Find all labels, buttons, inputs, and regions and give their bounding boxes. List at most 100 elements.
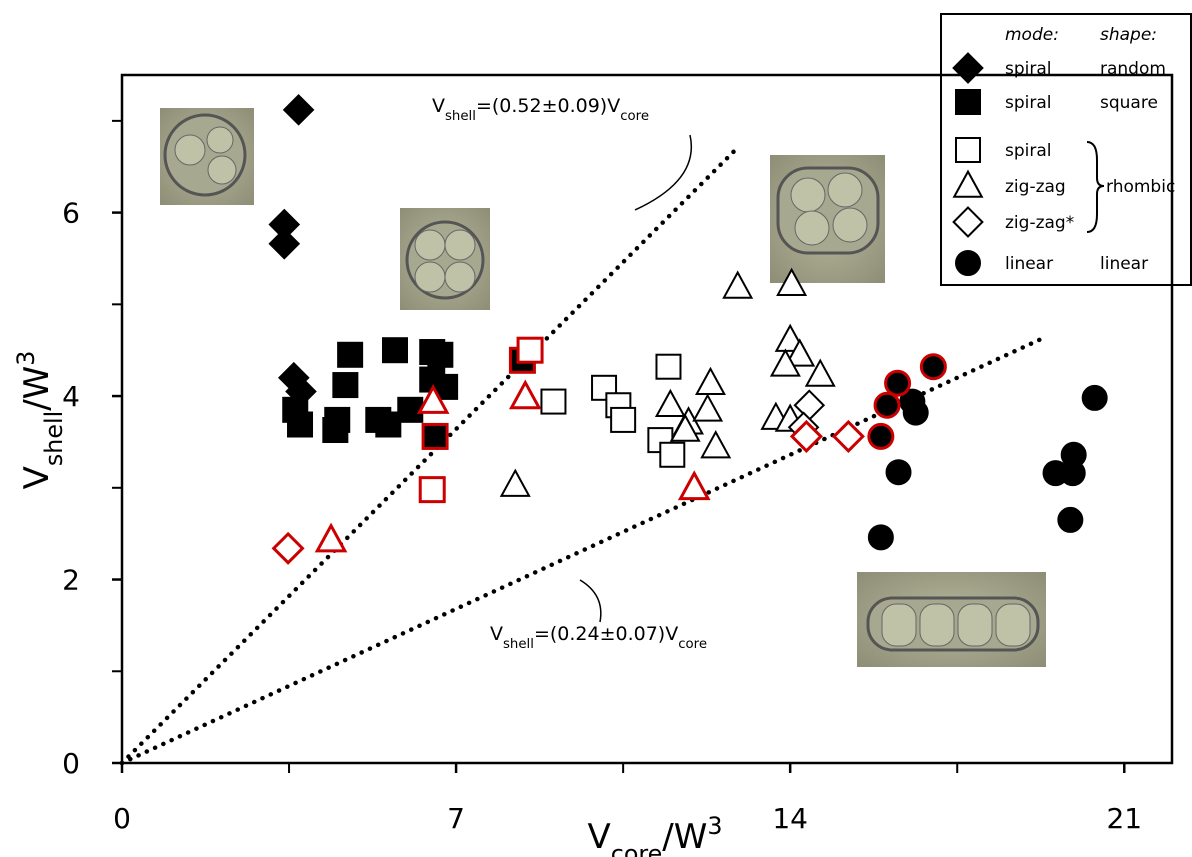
photo-detail [996, 604, 1030, 646]
photo-detail [795, 211, 829, 245]
label-part: 3 [707, 812, 722, 840]
legend-header: shape: [1100, 25, 1157, 45]
data-point [423, 424, 447, 448]
photo-detail [833, 208, 867, 242]
fit-annotation: Vshell=(0.52±0.09)Vcore [432, 95, 649, 124]
legend-marker [956, 251, 980, 275]
photo-detail [445, 230, 475, 260]
legend-mode: linear [1005, 254, 1053, 274]
data-point [288, 413, 312, 437]
photo-detail [415, 230, 445, 260]
legend-mode: spiral [1005, 93, 1052, 113]
y-axis-label: Vshell/W3 [12, 351, 68, 490]
y-tick-label: 0 [62, 747, 80, 780]
x-tick-label: 0 [113, 802, 131, 835]
data-point [1044, 461, 1068, 485]
label-part: core [678, 637, 707, 652]
legend-shape: square [1100, 93, 1158, 113]
data-point [274, 534, 303, 563]
fit-annotation: Vshell=(0.24±0.07)Vcore [490, 623, 707, 652]
photo-detail [920, 604, 954, 646]
photo-detail [208, 156, 236, 184]
label-part: =(0.24±0.07)V [534, 623, 678, 645]
data-point [886, 371, 910, 395]
label-part: shell [40, 411, 68, 466]
data-point [501, 471, 529, 496]
label-part: shell [445, 109, 476, 124]
data-point [518, 338, 542, 362]
photo-detail [175, 135, 205, 165]
data-point [511, 383, 539, 408]
photo-detail [778, 168, 878, 253]
leader-line [635, 135, 691, 210]
data-point [428, 343, 452, 367]
data-point [795, 391, 824, 420]
label-part: =(0.52±0.09)V [476, 95, 620, 117]
data-point [657, 391, 685, 416]
photo-detail [958, 604, 992, 646]
data-point [724, 273, 752, 298]
legend-mode: zig-zag* [1005, 213, 1074, 233]
label-part: shell [503, 637, 534, 652]
data-point [834, 422, 863, 451]
legend-shape: random [1100, 59, 1166, 79]
label-part: V [587, 817, 610, 857]
data-point [1083, 386, 1107, 410]
photo-detail [791, 178, 825, 212]
legend-mode: spiral [1005, 59, 1052, 79]
label-part: core [611, 840, 663, 857]
data-point [420, 478, 444, 502]
data-point [660, 443, 684, 467]
label-part: core [620, 109, 649, 124]
chart: 0714210246Vcore/W3Vshell/W3Vshell=(0.52±… [0, 0, 1192, 857]
label-part: V [432, 95, 445, 117]
data-point [680, 473, 708, 498]
y-tick-label: 4 [62, 380, 80, 413]
data-point [1058, 508, 1082, 532]
page: {"chart_data":{"type":"scatter", "x_labe… [0, 0, 1192, 857]
x-tick-label: 21 [1106, 802, 1142, 835]
data-point [284, 95, 313, 124]
photo-detail [828, 173, 862, 207]
y-tick-label: 2 [62, 564, 80, 597]
label-part: V [17, 466, 57, 489]
label-part: /W [662, 817, 707, 857]
data-point [383, 338, 407, 362]
x-tick-label: 7 [447, 802, 465, 835]
y-tick-label: 6 [62, 197, 80, 230]
data-point [904, 401, 928, 425]
data-point [338, 343, 362, 367]
x-tick-label: 14 [772, 802, 808, 835]
data-point [541, 390, 565, 414]
data-point [270, 229, 299, 258]
photo-detail [207, 127, 233, 153]
photo-detail [415, 262, 445, 292]
data-point [656, 355, 680, 379]
data-point [869, 424, 893, 448]
data-point [694, 395, 722, 420]
legend-shape: linear [1100, 254, 1148, 274]
data-point [376, 413, 400, 437]
data-point [875, 393, 899, 417]
legend-marker [956, 138, 980, 162]
data-point [323, 418, 347, 442]
data-point [1062, 443, 1086, 467]
label-part: V [490, 623, 503, 645]
data-point [702, 432, 730, 457]
label-part: 3 [12, 351, 40, 366]
data-point [398, 398, 422, 422]
photo-detail [445, 262, 475, 292]
legend-mode: spiral [1005, 141, 1052, 161]
data-point [611, 408, 635, 432]
data-point [887, 460, 911, 484]
legend-group-label: rhombic [1106, 177, 1175, 197]
x-axis-label: Vcore/W3 [587, 812, 722, 857]
data-point [921, 355, 945, 379]
photo-detail [882, 604, 916, 646]
data-point [317, 526, 345, 551]
data-point [697, 369, 725, 394]
leader-line [580, 580, 601, 622]
legend-header: mode: [1005, 25, 1059, 45]
data-point [869, 525, 893, 549]
data-point [333, 373, 357, 397]
